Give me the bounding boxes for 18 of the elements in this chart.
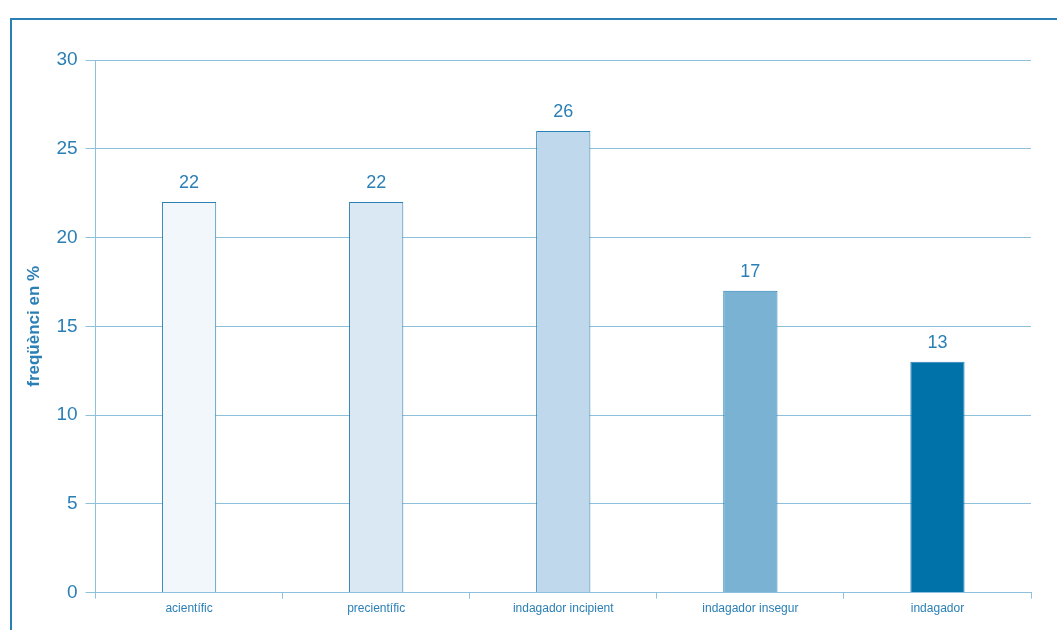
- y-tick-label: 0: [66, 580, 78, 602]
- x-tick-label: indagador insegur: [702, 601, 799, 616]
- data-label: 26: [553, 100, 574, 121]
- x-tick-label: precientífic: [347, 601, 406, 616]
- x-tick-label: indagador: [910, 601, 965, 616]
- y-tick-label: 30: [56, 48, 78, 70]
- y-tick-label: 10: [56, 403, 78, 425]
- x-tick-label: acientífic: [165, 601, 213, 616]
- y-tick-label: 20: [56, 225, 78, 247]
- x-tick-label: indagador incipient: [512, 601, 615, 616]
- y-tick-label: 5: [66, 492, 78, 514]
- data-label: 13: [927, 331, 948, 352]
- y-tick-label: 25: [56, 137, 78, 158]
- data-label: 17: [740, 260, 761, 281]
- y-tick-label: 15: [56, 314, 78, 336]
- data-label: 22: [366, 172, 387, 192]
- data-label: 22: [179, 172, 200, 192]
- y-axis-title: freqüènci en %: [23, 265, 43, 387]
